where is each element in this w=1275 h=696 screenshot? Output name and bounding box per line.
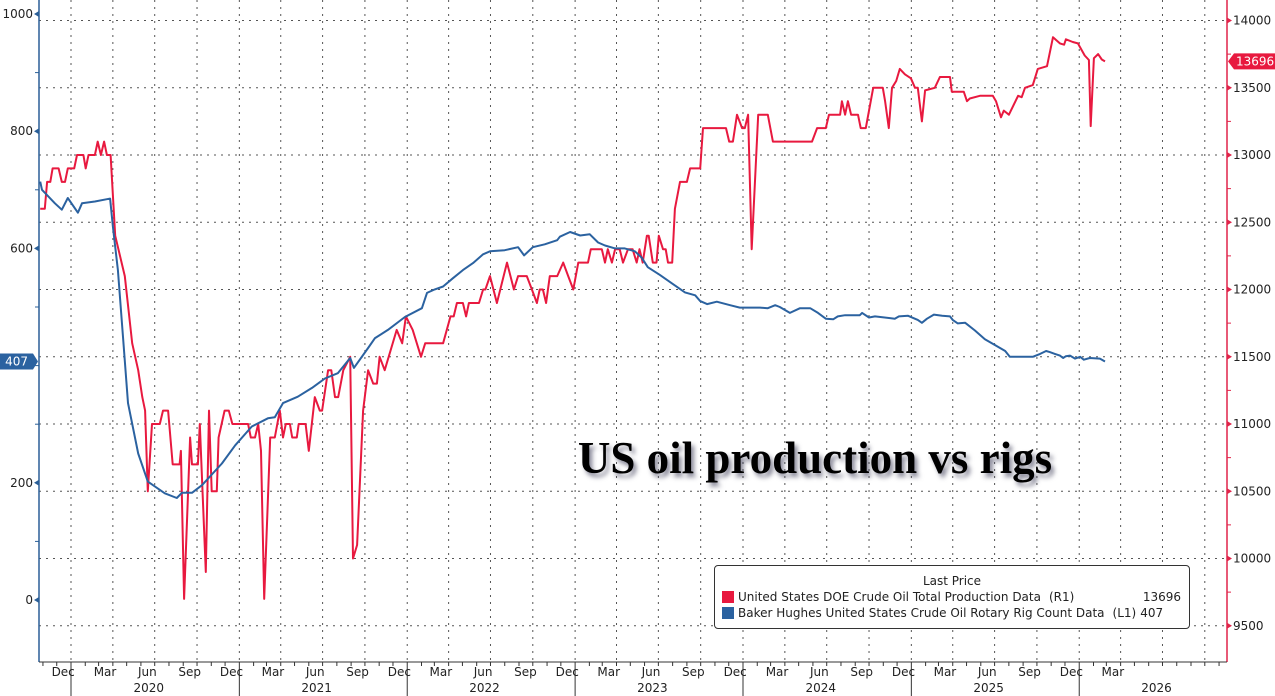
legend-item-rigs: Baker Hughes United States Crude Oil Rot… [715,605,1189,621]
x-tick-label: Jun [305,665,325,679]
legend: Last Price United States DOE Crude Oil T… [714,565,1190,629]
production-line [40,36,1106,600]
gridlines [39,0,1227,662]
x-tick-label: Mar [262,665,285,679]
year-label: 2022 [469,681,500,695]
right-tick-label: 12000 [1233,283,1271,297]
left-tick-label: 1000 [2,7,33,21]
right-tick-label: 11000 [1233,417,1271,431]
x-tick-label: Mar [1101,665,1124,679]
year-label: 2020 [133,681,164,695]
x-tick-label: Sep [178,665,201,679]
chart-title: US oil production vs rigs [577,433,1053,483]
last-value-badge-right [1228,53,1275,70]
rig-count-line [39,181,1106,499]
left-tick-marker [34,245,39,252]
x-tick-label: Sep [514,665,537,679]
right-tick-label: 10500 [1233,484,1271,498]
last-value-badge-left [0,353,38,370]
x-tick-label: Sep [682,665,705,679]
right-tick-label: 13500 [1233,81,1271,95]
x-tick-label: Jun [473,665,493,679]
x-tick-label: Jun [137,665,157,679]
x-tick-label: Dec [556,665,579,679]
right-tick-label: 10000 [1233,552,1271,566]
x-tick-label: Dec [1060,665,1083,679]
right-tick-label: 13000 [1233,148,1271,162]
x-tick-label: Sep [1018,665,1041,679]
x-tick-label: Sep [346,665,369,679]
right-tick-marker [1227,286,1232,293]
legend-label: United States DOE Crude Oil Total Produc… [738,590,1041,604]
x-tick-label: Mar [94,665,117,679]
year-label: 2024 [805,681,836,695]
legend-item-production: United States DOE Crude Oil Total Produc… [715,589,1189,605]
legend-label: Baker Hughes United States Crude Oil Rot… [738,606,1105,620]
legend-last-value: 13696 [1142,590,1181,604]
right-tick-marker [1227,488,1232,495]
legend-last-value: 407 [1140,606,1164,620]
right-tick-label: 9500 [1233,619,1264,633]
series-lines [39,36,1106,600]
left-tick-label: 600 [10,241,33,255]
left-tick-label: 0 [25,593,33,607]
right-tick-marker [1227,353,1232,360]
year-label: 2026 [1141,681,1172,695]
x-tick-label: Dec [220,665,243,679]
year-label: 2023 [637,681,668,695]
legend-axis-tag: (R1) [1048,590,1075,604]
legend-swatch-blue [722,607,734,619]
left-tick-label: 800 [10,124,33,138]
right-tick-marker [1227,17,1232,24]
left-tick-label: 200 [10,476,33,490]
x-tick-label: Mar [934,665,957,679]
right-tick-marker [1227,84,1232,91]
right-tick-label: 11500 [1233,350,1271,364]
x-tick-label: Jun [977,665,997,679]
right-tick-marker [1227,219,1232,226]
right-tick-marker [1227,555,1232,562]
x-tick-label: Dec [724,665,747,679]
right-tick-marker [1227,152,1232,158]
x-tick-label: Mar [429,665,452,679]
x-tick-label: Mar [766,665,789,679]
legend-swatch-red [722,591,734,603]
legend-header: Last Price [922,574,982,588]
left-tick-marker [34,479,39,486]
year-label: 2021 [301,681,332,695]
year-label: 2025 [973,681,1004,695]
x-tick-label: Mar [597,665,620,679]
x-tick-label: Jun [809,665,829,679]
right-tick-marker [1227,622,1232,629]
legend-axis-tag: (L1) [1112,606,1137,620]
x-tick-label: Sep [850,665,873,679]
right-tick-label: 12500 [1233,215,1271,229]
right-tick-marker [1227,421,1232,427]
last-value-label: 407 [5,354,28,368]
right-tick-label: 14000 [1233,14,1271,28]
x-tick-label: Jun [641,665,661,679]
left-tick-marker [34,11,39,17]
left-tick-marker [34,128,39,135]
left-tick-marker [34,597,39,603]
x-tick-label: Dec [388,665,411,679]
x-tick-label: Dec [52,665,75,679]
x-tick-label: Dec [892,665,915,679]
last-value-label: 13696 [1236,54,1274,68]
